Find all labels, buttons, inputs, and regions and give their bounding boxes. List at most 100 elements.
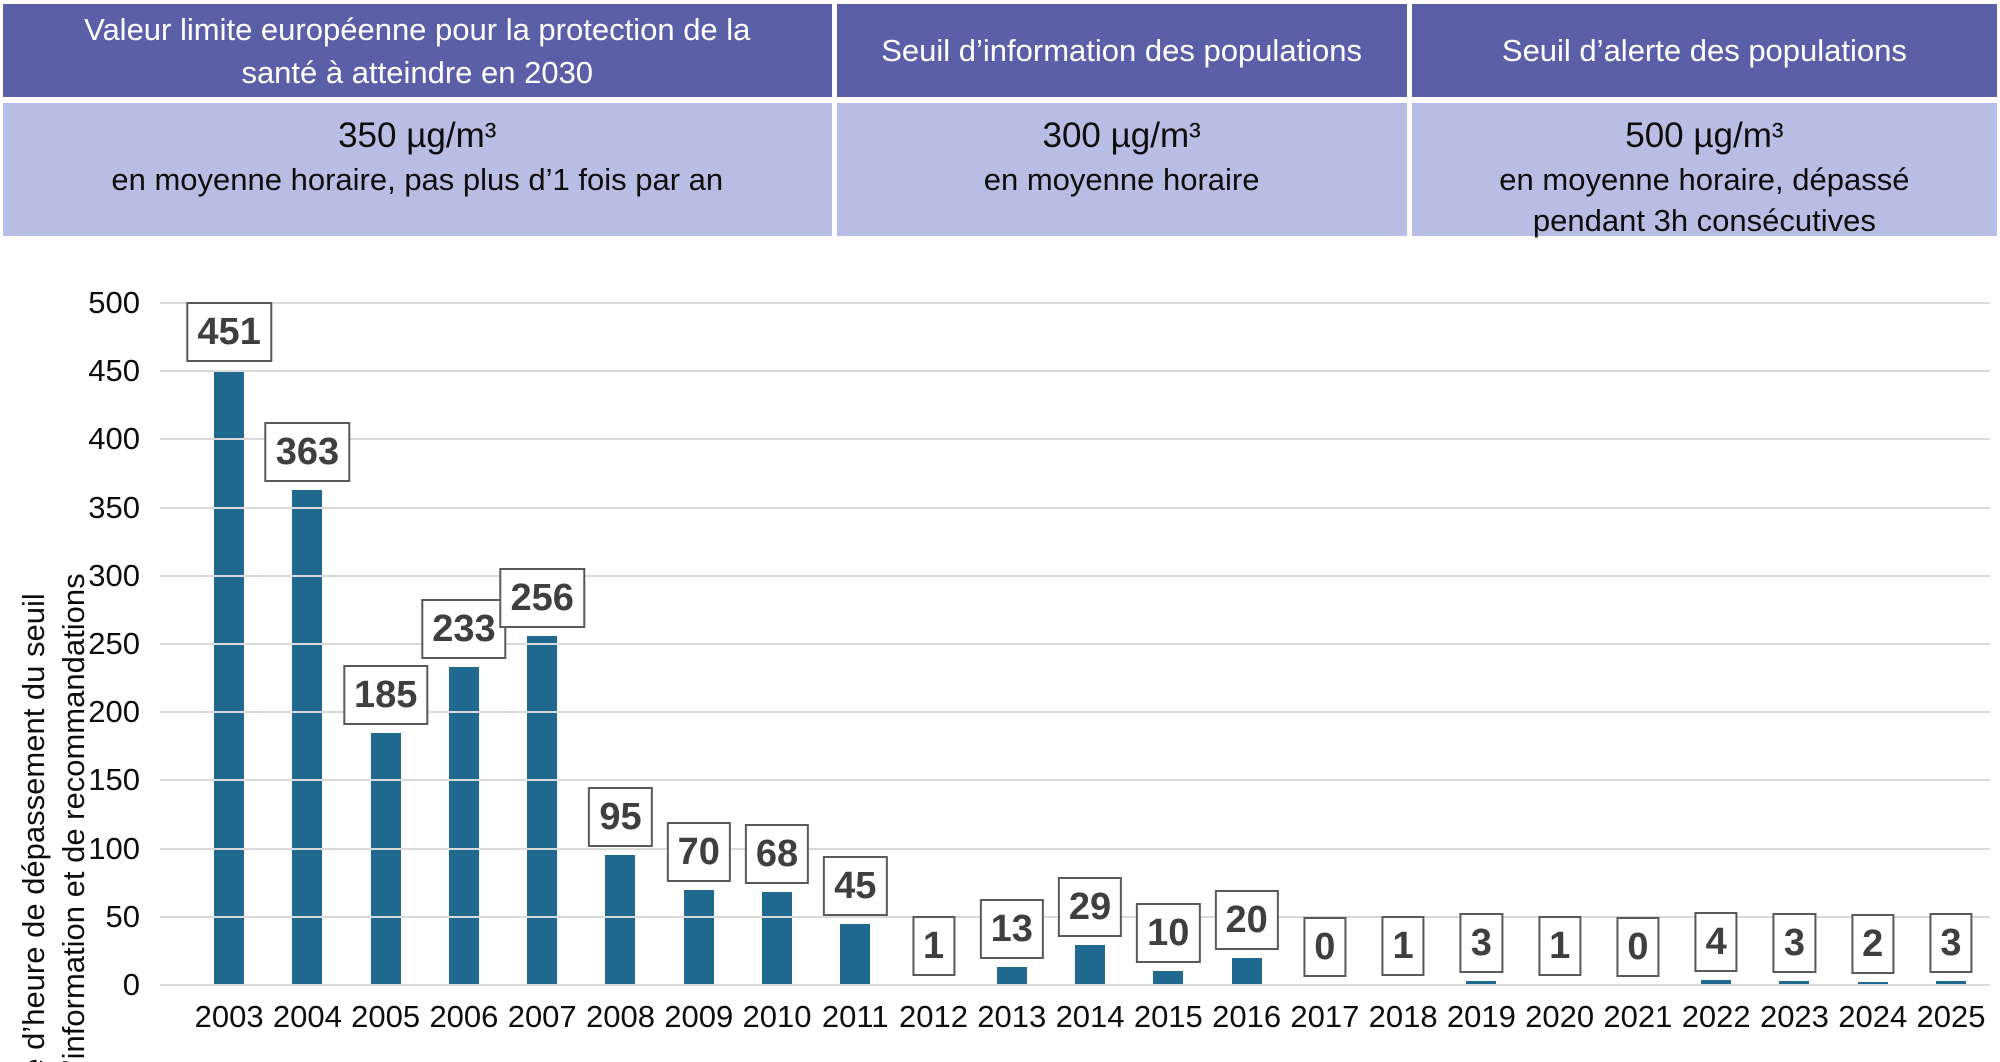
- bar-2010: [761, 892, 792, 985]
- bar-2023: [1779, 980, 1810, 985]
- category-slot-2016: 20 2016: [1207, 303, 1285, 1034]
- x-axis-label-2022: 2022: [1681, 999, 1751, 1034]
- category-slot-2023: 3 2023: [1755, 303, 1833, 1034]
- category-slot-2011: 45 2011: [816, 303, 894, 1034]
- x-axis-label-2005: 2005: [351, 999, 421, 1034]
- data-label-2023: 3: [1772, 912, 1817, 973]
- bar-2003: [214, 369, 245, 985]
- bar-2007: [527, 635, 558, 985]
- data-label-2020: 1: [1538, 915, 1582, 976]
- category-slot-2010: 68 2010: [738, 303, 816, 1034]
- category-slot-2006: 233 2006: [421, 303, 507, 1034]
- x-axis-label-2024: 2024: [1838, 999, 1908, 1034]
- y-tick-200: 200: [88, 694, 140, 730]
- x-axis-label-2008: 2008: [585, 999, 655, 1034]
- bars-row: 451 2003 363 2004 185 2005 233 2006 256 2007 95 200…: [186, 301, 1990, 1034]
- x-axis-label-2009: 2009: [664, 999, 734, 1034]
- category-slot-2015: 10 2015: [1129, 303, 1207, 1034]
- category-slot-2020: 1 2020: [1521, 303, 1599, 1034]
- y-tick-0: 0: [122, 967, 140, 1002]
- threshold-title-text: Seuil d’information des populations: [881, 33, 1363, 68]
- gridline-200: [160, 711, 1990, 714]
- threshold-title-alert: Seuil d’alerte des populations: [1411, 4, 1997, 97]
- data-label-2015: 10: [1136, 903, 1201, 964]
- threshold-title-text: Seuil d’alerte des populations: [1501, 33, 1907, 68]
- data-label-2010: 68: [744, 824, 810, 885]
- category-slot-2009: 70 2009: [660, 303, 738, 1034]
- data-label-2017: 0: [1303, 917, 1347, 977]
- threshold-column-information: Seuil d’information des populations 300 …: [836, 4, 1407, 236]
- plot-area: 451 2003 363 2004 185 2005 233 2006 256 2007 95 200…: [160, 301, 1990, 1034]
- threshold-value: 350 µg/m³: [338, 116, 497, 155]
- x-axis-label-2007: 2007: [507, 999, 577, 1034]
- data-label-2018: 1: [1381, 915, 1425, 976]
- y-tick-450: 450: [88, 353, 140, 389]
- bar-2019: [1466, 980, 1497, 985]
- bar-2008: [605, 855, 636, 985]
- y-tick-400: 400: [88, 421, 140, 457]
- threshold-value: 300 µg/m³: [1042, 116, 1201, 155]
- threshold-column-limit-value: Valeur limite européenne pour la protect…: [3, 4, 832, 236]
- data-label-2014: 29: [1057, 877, 1123, 938]
- x-axis-label-2012: 2012: [899, 999, 968, 1034]
- threshold-detail: en moyenne horaire, dépassé pendant 3h c…: [1499, 162, 1910, 238]
- bar-2011: [840, 923, 871, 985]
- threshold-body-alert: 500 µg/m³ en moyenne horaire, dépassé pe…: [1411, 103, 1997, 238]
- gridline-250: [160, 643, 1990, 645]
- category-slot-2018: 1 2018: [1364, 303, 1442, 1034]
- gridline-400: [160, 438, 1990, 441]
- bar-2015: [1153, 971, 1184, 985]
- data-label-2005: 185: [342, 664, 429, 725]
- threshold-title-limit-value: Valeur limite européenne pour la protect…: [3, 4, 832, 97]
- gridline-100: [160, 847, 1990, 850]
- x-axis-label-2025: 2025: [1916, 999, 1986, 1034]
- bar-2004: [292, 489, 323, 985]
- data-label-2022: 4: [1694, 911, 1738, 972]
- threshold-detail: en moyenne horaire: [983, 162, 1260, 197]
- data-label-2009: 70: [666, 821, 731, 882]
- category-slot-2003: 451 2003: [186, 301, 272, 1034]
- x-axis-label-2018: 2018: [1368, 999, 1438, 1034]
- x-axis-label-2023: 2023: [1759, 999, 1829, 1034]
- bar-2016: [1231, 957, 1262, 985]
- category-slot-2007: 256 2007: [499, 303, 585, 1034]
- exceedance-bar-chart: Nombre d’heure de dépassement du seuil h…: [0, 240, 2000, 1062]
- y-tick-300: 300: [88, 557, 140, 593]
- threshold-body-information: 300 µg/m³ en moyenne horaire: [836, 103, 1407, 236]
- y-tick-250: 250: [88, 626, 140, 661]
- y-tick-100: 100: [88, 830, 140, 866]
- x-axis-label-2013: 2013: [977, 999, 1047, 1034]
- category-slot-2024: 2 2024: [1834, 303, 1912, 1034]
- x-axis-label-2015: 2015: [1133, 999, 1203, 1034]
- x-axis-label-2004: 2004: [272, 999, 342, 1034]
- gridline-350: [160, 506, 1990, 509]
- threshold-column-alert: Seuil d’alerte des populations 500 µg/m³…: [1411, 4, 1997, 238]
- category-slot-2017: 0 2017: [1286, 303, 1364, 1034]
- bar-2024: [1857, 982, 1888, 985]
- data-label-2011: 45: [823, 855, 888, 916]
- bar-2006: [448, 667, 479, 985]
- threshold-value: 500 µg/m³: [1625, 116, 1784, 155]
- x-axis-label-2021: 2021: [1603, 999, 1673, 1034]
- gridline-500: [160, 302, 1990, 304]
- data-label-2021: 0: [1616, 917, 1660, 977]
- x-axis-label-2011: 2011: [821, 999, 889, 1034]
- data-label-2004: 363: [264, 421, 351, 482]
- gridline-0: [160, 984, 1990, 986]
- threshold-title-information: Seuil d’information des populations: [836, 4, 1407, 97]
- x-axis-label-2006: 2006: [429, 999, 499, 1034]
- threshold-body-limit-value: 350 µg/m³ en moyenne horaire, pas plus d…: [3, 103, 832, 236]
- gridline-150: [160, 779, 1990, 782]
- data-label-2025: 3: [1929, 912, 1973, 973]
- data-label-2008: 95: [588, 787, 653, 848]
- category-slot-2012: 1 2012: [894, 303, 972, 1034]
- bar-2009: [683, 889, 714, 985]
- category-slot-2004: 363 2004: [264, 303, 351, 1034]
- gridline-450: [160, 370, 1990, 373]
- bar-2013: [996, 967, 1027, 985]
- category-slot-2014: 29 2014: [1051, 303, 1129, 1034]
- x-axis-label-2020: 2020: [1525, 999, 1595, 1034]
- threshold-detail: en moyenne horaire, pas plus d’1 fois pa…: [111, 162, 724, 197]
- threshold-table: Valeur limite européenne pour la protect…: [3, 4, 1997, 238]
